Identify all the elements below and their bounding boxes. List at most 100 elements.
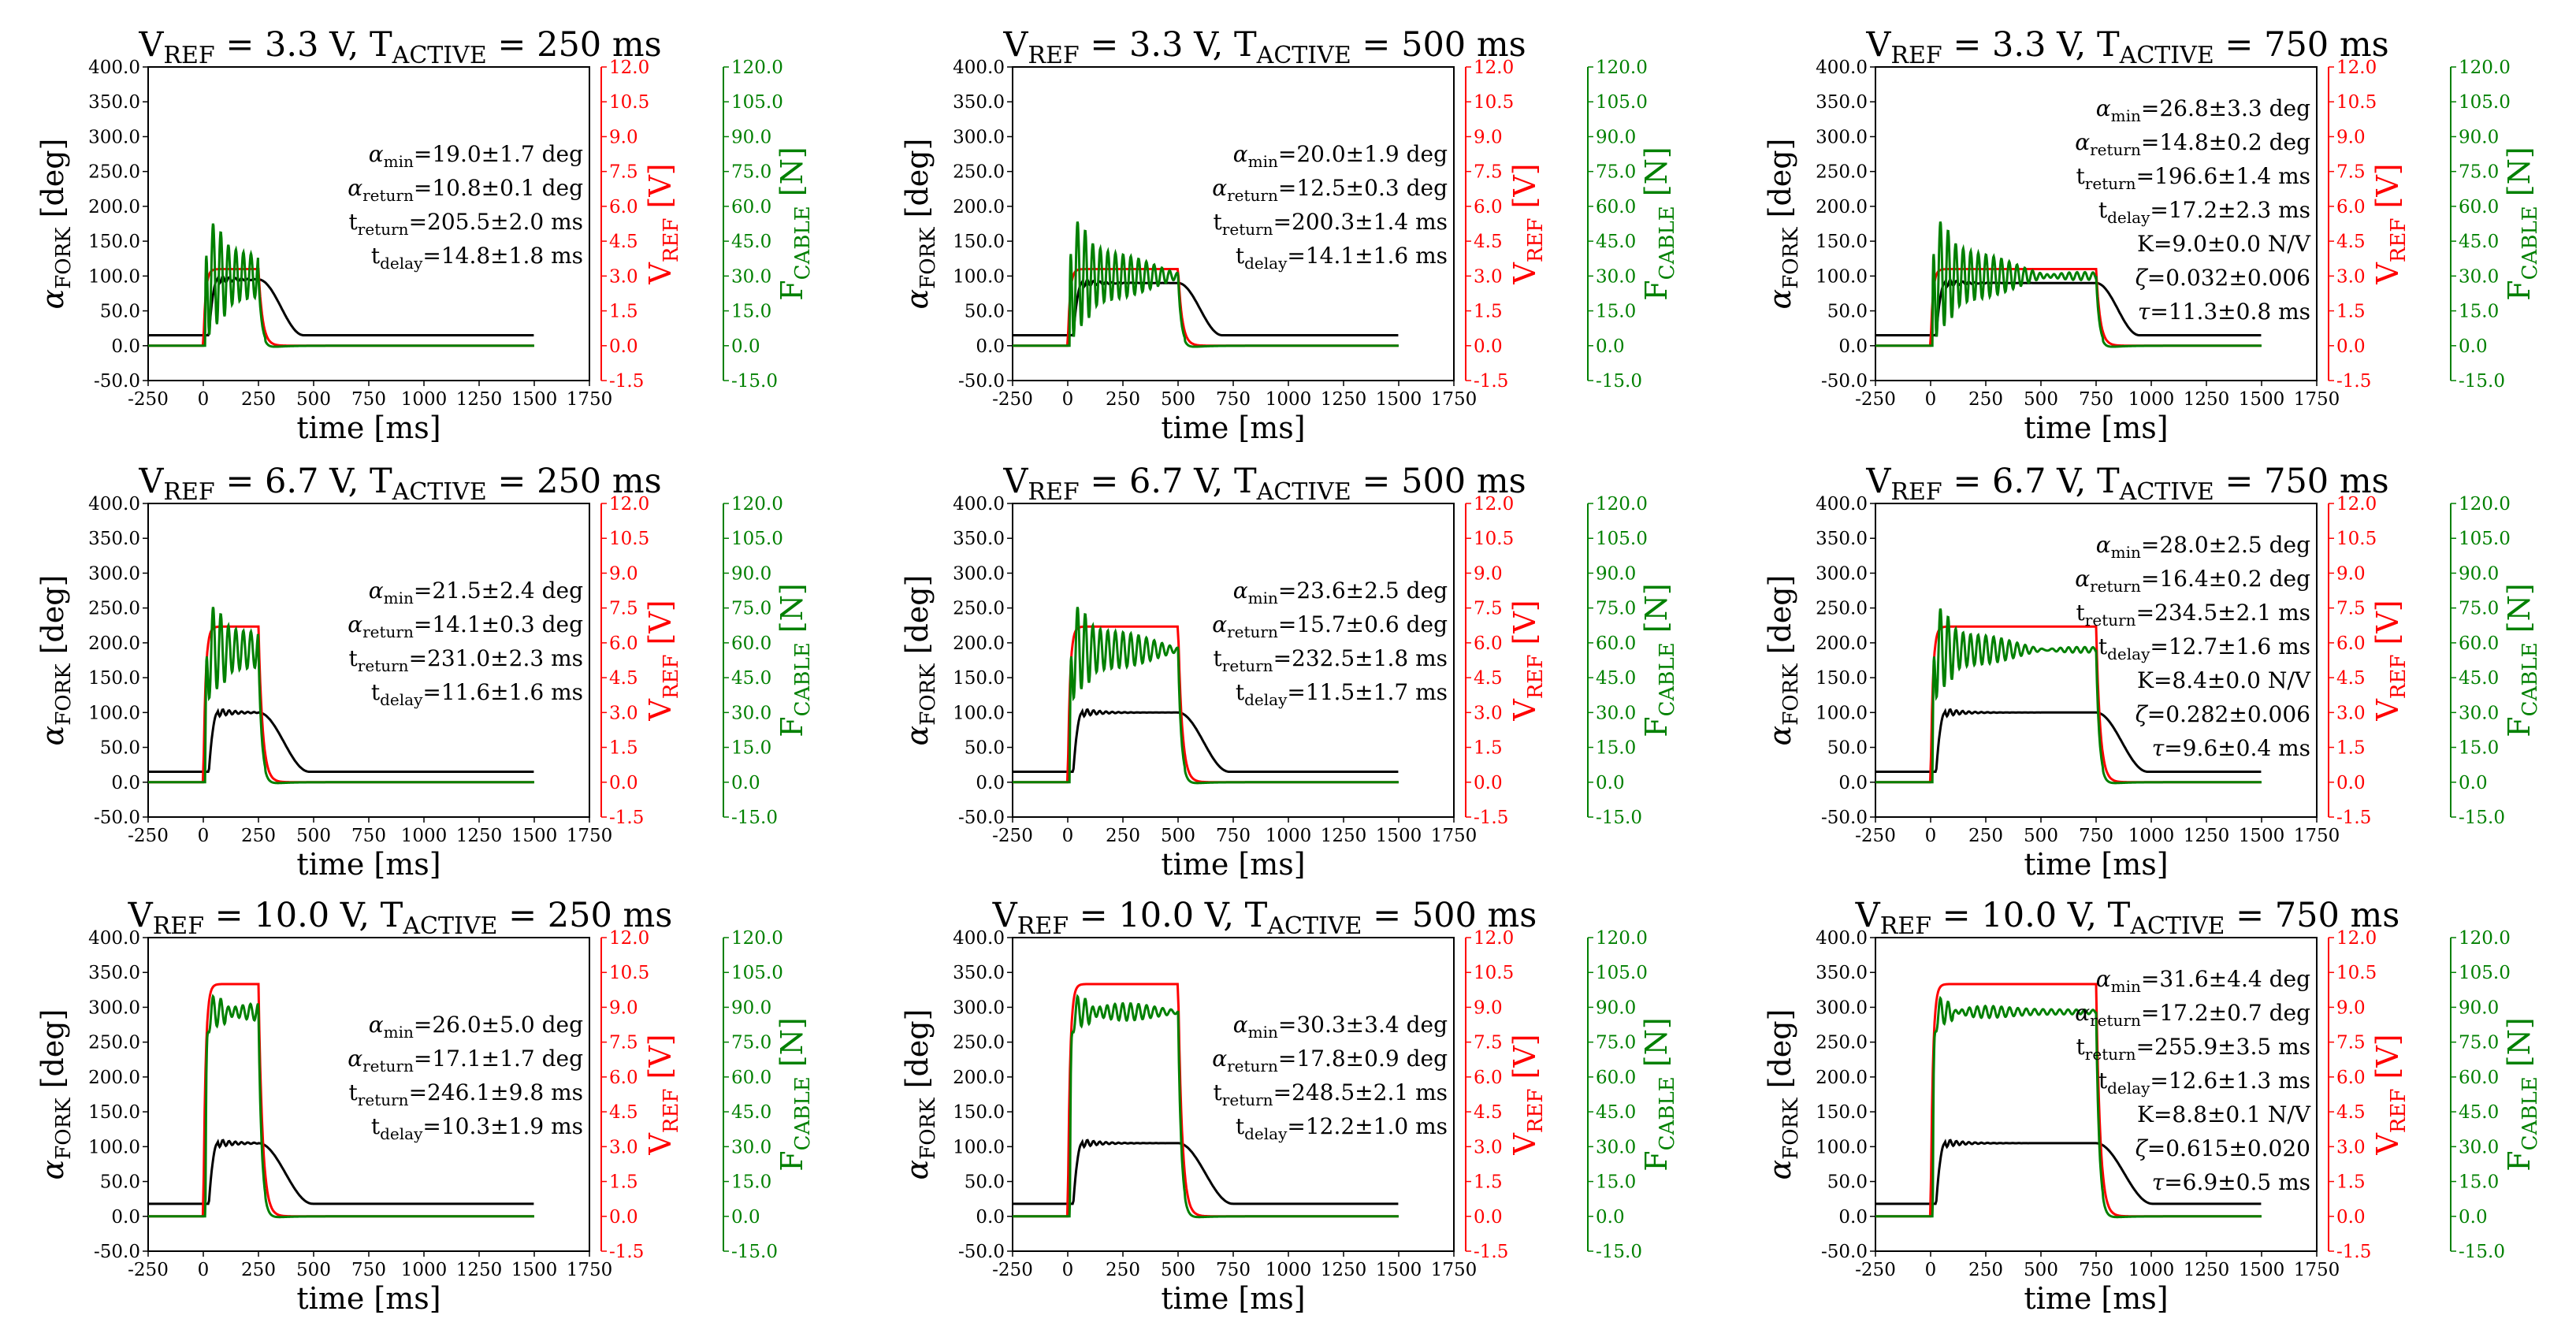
x-tick-label: 1000 bbox=[1266, 389, 1312, 410]
left-axis-label: αFORK [deg] bbox=[900, 575, 940, 746]
force-line bbox=[1013, 607, 1399, 785]
vref-tick-label: 0.0 bbox=[1474, 773, 1503, 793]
force-tick-label: 45.0 bbox=[731, 232, 771, 252]
vref-tick-label: 7.5 bbox=[2336, 1033, 2366, 1053]
force-tick-label: 105.0 bbox=[1596, 92, 1648, 113]
x-tick-label: -250 bbox=[128, 826, 169, 846]
x-tick-label: 750 bbox=[351, 826, 386, 846]
vref-tick-label: 1.5 bbox=[2336, 738, 2366, 759]
force-tick-label: 15.0 bbox=[1596, 302, 1636, 322]
annotation-line: αmin=20.0±1.9 deg bbox=[1233, 141, 1448, 171]
x-tick-label: -250 bbox=[992, 389, 1033, 410]
force-tick-label: 15.0 bbox=[2459, 302, 2499, 322]
force-tick-label: 60.0 bbox=[731, 633, 771, 654]
force-tick-label: 0.0 bbox=[731, 773, 760, 793]
left-tick-label: 100.0 bbox=[953, 703, 1005, 723]
x-tick-label: 250 bbox=[241, 1260, 276, 1280]
vref-tick-label: 4.5 bbox=[1474, 1102, 1503, 1123]
vref-tick-label: 1.5 bbox=[2336, 1172, 2366, 1193]
force-tick-label: 75.0 bbox=[1596, 162, 1636, 183]
annotation-line: K=8.4±0.0 N/V bbox=[2137, 667, 2311, 693]
vref-tick-label: 0.0 bbox=[2336, 773, 2366, 793]
x-tick-label: 250 bbox=[1106, 389, 1140, 410]
force-tick-label: 75.0 bbox=[731, 599, 771, 619]
annotation-line: ζ=0.032±0.006 bbox=[2136, 265, 2310, 291]
vref-tick-label: 1.5 bbox=[1474, 738, 1503, 759]
vref-tick-label: -1.5 bbox=[609, 1242, 644, 1262]
x-tick-label: 1500 bbox=[511, 826, 558, 846]
vref-axis-label: VREF [V] bbox=[643, 163, 683, 284]
force-tick-label: 45.0 bbox=[1596, 1102, 1636, 1123]
vref-tick-label: 10.5 bbox=[609, 963, 649, 983]
left-tick-label: 350.0 bbox=[1816, 92, 1868, 113]
vref-tick-label: 10.5 bbox=[1474, 92, 1514, 113]
vref-tick-label: 10.5 bbox=[2336, 529, 2377, 549]
vref-tick-label: -1.5 bbox=[609, 371, 644, 392]
left-tick-label: 250.0 bbox=[953, 599, 1005, 619]
vref-tick-label: 0.0 bbox=[609, 1207, 638, 1228]
vref-tick-label: 10.5 bbox=[2336, 963, 2377, 983]
x-tick-label: 500 bbox=[2024, 1260, 2058, 1280]
left-tick-label: 0.0 bbox=[976, 336, 1005, 357]
x-tick-label: 1500 bbox=[511, 389, 558, 410]
annotation-line: αmin=30.3±3.4 deg bbox=[1233, 1012, 1448, 1042]
vref-tick-label: 9.0 bbox=[609, 563, 638, 584]
vref-tick-label: 3.0 bbox=[2336, 266, 2366, 287]
vref-tick-label: -1.5 bbox=[1474, 1242, 1508, 1262]
fork-angle-line bbox=[1875, 708, 2262, 773]
force-tick-label: 60.0 bbox=[1596, 1068, 1636, 1088]
x-tick-label: 1750 bbox=[2294, 389, 2340, 410]
force-tick-label: 75.0 bbox=[2459, 162, 2499, 183]
force-tick-label: 60.0 bbox=[731, 197, 771, 217]
subplot-title: VREF = 6.7 V, TACTIVE = 500 ms bbox=[1002, 462, 1526, 506]
left-tick-label: 300.0 bbox=[88, 563, 140, 584]
vref-tick-label: -1.5 bbox=[2336, 808, 2371, 828]
force-tick-label: 15.0 bbox=[731, 738, 771, 759]
left-tick-label: 250.0 bbox=[88, 162, 140, 183]
vref-tick-label: 4.5 bbox=[609, 668, 638, 689]
left-tick-label: 350.0 bbox=[88, 92, 140, 113]
force-tick-label: 120.0 bbox=[731, 494, 783, 514]
force-tick-label: 30.0 bbox=[1596, 1137, 1636, 1157]
force-tick-label: 60.0 bbox=[1596, 197, 1636, 217]
force-line bbox=[1875, 608, 2262, 785]
force-axis-label: FCABLE [N] bbox=[1639, 1017, 1679, 1171]
force-tick-label: 30.0 bbox=[731, 266, 771, 287]
x-tick-label: 750 bbox=[1216, 389, 1251, 410]
force-tick-label: 30.0 bbox=[2459, 1137, 2499, 1157]
vref-tick-label: 3.0 bbox=[1474, 703, 1503, 723]
vref-tick-label: 7.5 bbox=[1474, 599, 1503, 619]
annotation-line: tdelay=12.6±1.3 ms bbox=[2098, 1068, 2310, 1098]
annotation-line: treturn=248.5±2.1 ms bbox=[1214, 1079, 1448, 1109]
x-tick-label: 1000 bbox=[1266, 826, 1312, 846]
left-tick-label: 300.0 bbox=[953, 127, 1005, 147]
force-tick-label: 90.0 bbox=[731, 127, 771, 147]
x-tick-label: 1000 bbox=[401, 389, 448, 410]
annotation-line: tdelay=17.2±2.3 ms bbox=[2098, 197, 2310, 227]
vref-tick-label: 9.0 bbox=[2336, 997, 2366, 1018]
force-tick-label: 15.0 bbox=[731, 302, 771, 322]
vref-tick-label: -1.5 bbox=[2336, 1242, 2371, 1262]
annotation-line: αreturn=15.7±0.6 deg bbox=[1212, 611, 1448, 641]
left-tick-label: 300.0 bbox=[88, 997, 140, 1018]
x-tick-label: 1750 bbox=[2294, 826, 2340, 846]
x-tick-label: 1250 bbox=[456, 389, 503, 410]
force-line bbox=[148, 994, 534, 1219]
force-axis-label: FCABLE [N] bbox=[775, 147, 815, 300]
vref-axis-label: VREF [V] bbox=[2370, 1034, 2411, 1155]
vref-tick-label: 12.0 bbox=[609, 494, 649, 514]
x-tick-label: 1750 bbox=[1431, 389, 1478, 410]
force-tick-label: 120.0 bbox=[1596, 494, 1648, 514]
x-tick-label: 1500 bbox=[1376, 826, 1422, 846]
vref-tick-label: 1.5 bbox=[609, 302, 638, 322]
left-tick-label: 350.0 bbox=[953, 529, 1005, 549]
left-tick-label: 150.0 bbox=[953, 668, 1005, 689]
x-tick-label: 500 bbox=[1161, 826, 1195, 846]
force-tick-label: 90.0 bbox=[1596, 997, 1636, 1018]
force-tick-label: 30.0 bbox=[2459, 703, 2499, 723]
x-tick-label: 1000 bbox=[401, 826, 448, 846]
force-tick-label: 90.0 bbox=[731, 563, 771, 584]
left-tick-label: 400.0 bbox=[953, 58, 1005, 78]
annotation-line: treturn=205.5±2.0 ms bbox=[349, 209, 583, 239]
left-axis-label: αFORK [deg] bbox=[1763, 139, 1803, 310]
